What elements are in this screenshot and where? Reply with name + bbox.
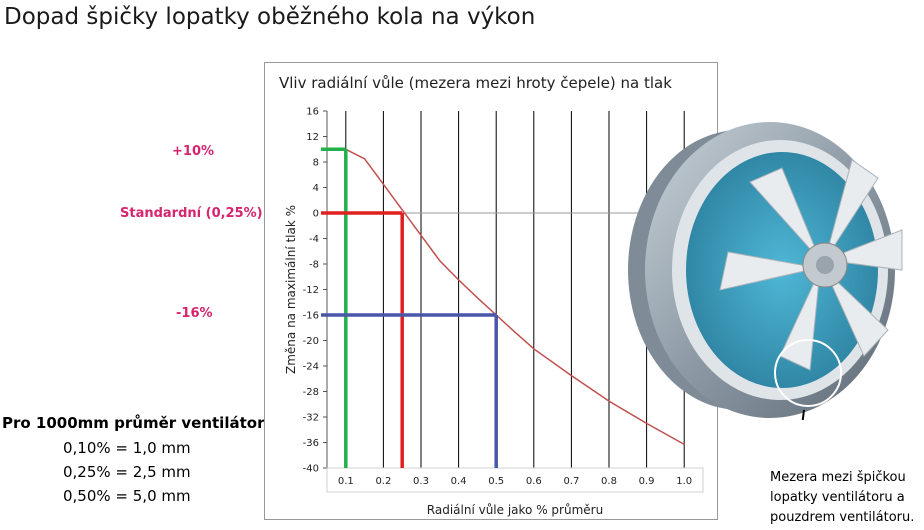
note-line: 0,10% = 1,0 mm [63,439,191,457]
x-axis-label-box [326,467,704,493]
y-tick-label: -8 [309,260,319,271]
y-tick-label: 4 [313,183,319,194]
label-minus-16: -16% [176,306,213,321]
caption-line: Mezera mezi špičkou [770,470,906,485]
x-tick-label: 0.5 [488,476,504,487]
label-plus-10: +10% [172,144,215,159]
label-standard: Standardní (0,25%) [120,206,263,221]
page-title: Dopad špičky lopatky oběžného kola na vý… [4,4,536,30]
x-tick-label: 0.4 [451,476,467,487]
x-tick-label: 0.9 [639,476,655,487]
chart-title: Vliv radiální vůle (mezera mezi hroty če… [279,74,672,92]
note-line: 0,50% = 5,0 mm [63,487,191,505]
y-tick-label: -20 [303,336,319,347]
pressure-curve [345,148,685,446]
y-tick-label: -4 [309,234,319,245]
y-axis-label: Změna na maximální tlak % [284,205,298,374]
y-tick-label: -12 [303,285,319,296]
y-tick-label: 12 [306,132,319,143]
x-tick-label: 0.2 [375,476,391,487]
x-tick-label: 0.7 [563,476,579,487]
x-tick-label: 0.3 [413,476,429,487]
x-tick-label: 1.0 [676,476,692,487]
y-tick-label: -16 [303,311,319,322]
caption-line: lopatky ventilátoru a [770,490,905,505]
x-tick-label: 0.1 [338,476,354,487]
axial-fan-illustration [628,122,903,420]
y-tick-label: -36 [303,438,319,449]
y-tick-label: -40 [303,464,319,475]
y-tick-label: -28 [303,387,319,398]
x-tick-label: 0.6 [526,476,542,487]
note-line: 0,25% = 2,5 mm [63,463,191,481]
y-tick-label: -32 [303,413,319,424]
fan-gap-caption: Mezera mezi špičkou lopatky ventilátoru … [770,468,914,528]
y-tick-label: 0 [313,209,319,220]
pressure-chart: 16 12 8 4 0 -4 -8 -12 -16 -20 -24 -28 -32 -36 -40 0.1 0.… [284,107,704,517]
x-axis-label: Radiální vůle jako % průměru [427,503,603,517]
caption-line: pouzdrem ventilátoru. [770,510,915,525]
y-tick-label: 16 [306,107,319,118]
note-heading: Pro 1000mm průměr ventilátor [2,414,265,432]
y-tick-label: -24 [303,362,319,373]
x-tick-label: 0.8 [601,476,617,487]
y-tick-label: 8 [313,158,319,169]
